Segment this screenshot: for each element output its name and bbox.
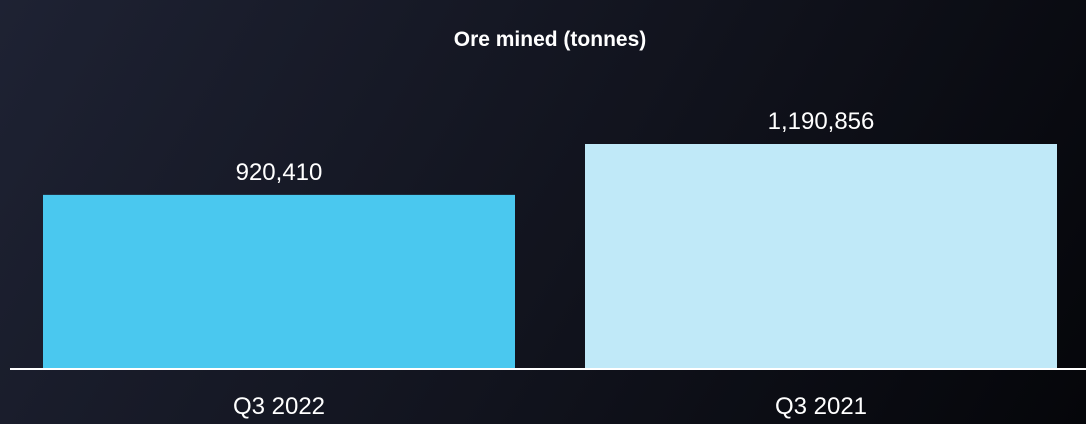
bars-group: 920,410 Q3 2022 1,190,856 Q3 2021 <box>43 108 1057 420</box>
bar-q3-2021 <box>585 144 1057 368</box>
data-label-q3-2022: 920,410 <box>236 159 323 186</box>
x-tick-label-q3-2021: Q3 2021 <box>775 393 867 420</box>
data-label-q3-2021: 1,190,856 <box>768 108 875 135</box>
chart-title: Ore mined (tonnes) <box>454 28 647 51</box>
bar-q3-2022 <box>43 194 515 368</box>
x-tick-label-q3-2022: Q3 2022 <box>233 393 325 420</box>
